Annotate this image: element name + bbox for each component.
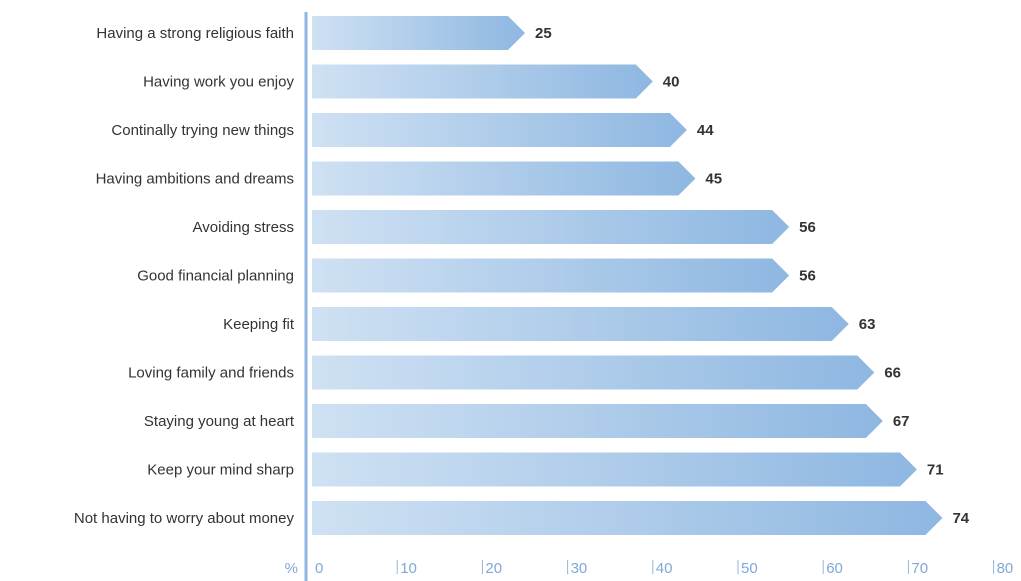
category-label: Having work you enjoy bbox=[143, 74, 294, 91]
value-label: 63 bbox=[859, 316, 876, 333]
x-tick-label: 60 bbox=[826, 560, 843, 577]
x-tick-label: 70 bbox=[911, 560, 928, 577]
category-labels: Having a strong religious faith Having wo… bbox=[74, 25, 295, 527]
value-label: 67 bbox=[893, 413, 910, 430]
value-label: 25 bbox=[535, 25, 552, 42]
bar bbox=[312, 307, 849, 341]
value-label: 56 bbox=[799, 219, 816, 236]
value-label: 56 bbox=[799, 268, 816, 285]
category-label: Not having to worry about money bbox=[74, 510, 295, 527]
value-label: 66 bbox=[884, 365, 901, 382]
category-label: Having a strong religious faith bbox=[96, 25, 294, 42]
bar bbox=[312, 161, 696, 196]
category-label: Keeping fit bbox=[223, 316, 295, 333]
bar bbox=[312, 501, 943, 535]
bar bbox=[312, 452, 917, 487]
value-label: 74 bbox=[952, 510, 969, 527]
category-label: Avoiding stress bbox=[193, 219, 294, 236]
bars-layer bbox=[312, 16, 943, 535]
x-tick-label: 0 bbox=[315, 560, 323, 577]
category-label: Continally trying new things bbox=[111, 122, 294, 139]
bar bbox=[312, 355, 875, 390]
category-label: Keep your mind sharp bbox=[147, 462, 294, 479]
category-label: Staying young at heart bbox=[144, 413, 295, 430]
x-tick-label: 30 bbox=[571, 560, 588, 577]
x-axis-ticks: 0 10 20 30 40 50 60 70 80 bbox=[315, 560, 1013, 577]
bar bbox=[312, 258, 790, 293]
bar bbox=[312, 113, 687, 147]
bar bbox=[312, 210, 790, 244]
value-label: 40 bbox=[663, 74, 680, 91]
category-label: Good financial planning bbox=[137, 268, 294, 285]
value-label: 71 bbox=[927, 462, 944, 479]
value-labels: 25 40 44 45 56 56 63 66 67 71 74 bbox=[535, 25, 970, 527]
x-tick-label: 10 bbox=[400, 560, 417, 577]
value-label: 45 bbox=[705, 171, 722, 188]
category-label: Having ambitions and dreams bbox=[96, 171, 294, 188]
value-label: 44 bbox=[697, 122, 714, 139]
x-tick-label: 20 bbox=[485, 560, 502, 577]
bar bbox=[312, 16, 525, 50]
x-tick-label: 40 bbox=[656, 560, 673, 577]
category-label: Loving family and friends bbox=[128, 365, 294, 382]
bar bbox=[312, 404, 883, 438]
bar bbox=[312, 64, 653, 99]
x-tick-label: 80 bbox=[997, 560, 1014, 577]
x-axis-unit-label: % bbox=[285, 560, 298, 577]
x-tick-label: 50 bbox=[741, 560, 758, 577]
